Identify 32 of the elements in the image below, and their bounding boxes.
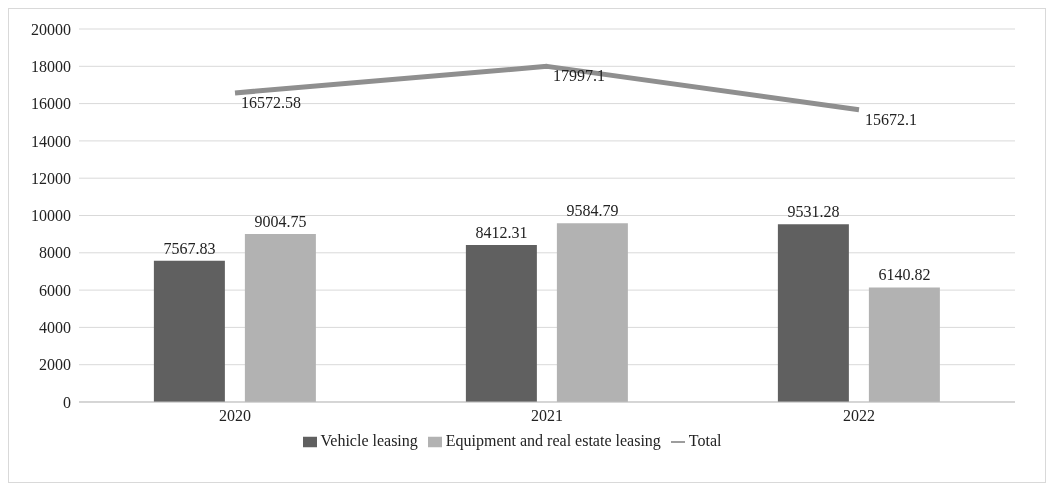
data-label: 15672.1 (865, 110, 917, 128)
y-tick-label: 2000 (39, 356, 71, 374)
y-tick-label: 6000 (39, 281, 71, 299)
legend-label: Total (688, 432, 722, 449)
bar (244, 234, 316, 402)
legend-label: Vehicle leasing (320, 432, 418, 449)
data-label: 7567.83 (163, 239, 216, 257)
data-label: 9531.28 (787, 203, 840, 221)
data-label: 9584.79 (566, 202, 619, 220)
x-tick-label: 2020 (219, 407, 251, 425)
data-label: 16572.58 (241, 93, 301, 111)
data-label: 6140.82 (878, 266, 931, 284)
bar (556, 223, 628, 402)
bar (465, 245, 537, 402)
y-tick-label: 14000 (31, 132, 71, 150)
data-label: 8412.31 (475, 224, 528, 242)
y-tick-label: 8000 (39, 244, 71, 262)
legend-label: Equipment and real estate leasing (445, 432, 661, 449)
data-label: 9004.75 (254, 213, 307, 231)
y-tick-label: 18000 (31, 57, 71, 75)
y-tick-label: 0 (63, 393, 71, 411)
bar (868, 287, 940, 402)
x-tick-label: 2022 (843, 407, 875, 425)
data-label: 17997.1 (553, 67, 605, 85)
x-tick-label: 2021 (531, 407, 563, 425)
y-tick-label: 16000 (31, 95, 71, 113)
y-tick-label: 10000 (31, 207, 71, 225)
y-tick-label: 12000 (31, 169, 71, 187)
bar (777, 224, 849, 402)
y-tick-label: 4000 (39, 319, 71, 337)
bar (153, 260, 225, 402)
y-tick-label: 20000 (31, 20, 71, 38)
